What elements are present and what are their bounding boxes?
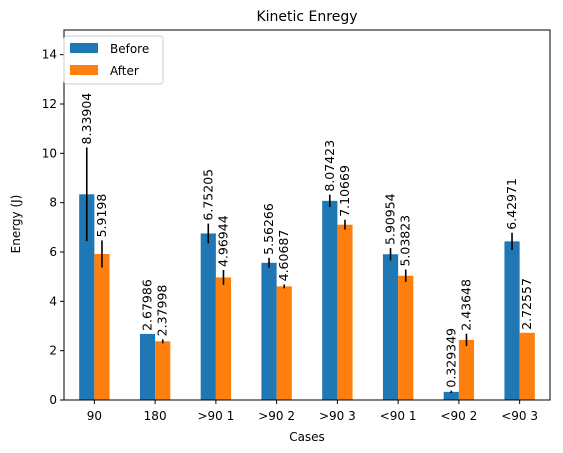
x-tick-label-3: >90 2 xyxy=(258,409,295,423)
x-tick-label-1: 180 xyxy=(144,409,167,423)
bar-before-5 xyxy=(382,254,399,400)
y-tick-label-7: 14 xyxy=(42,48,57,62)
chart-title: Kinetic Enregy xyxy=(256,9,357,25)
y-tick-label-0: 0 xyxy=(49,393,57,407)
bar-before-1 xyxy=(139,333,156,400)
bar-after-4 xyxy=(337,224,353,400)
plot-frame xyxy=(63,29,551,401)
bar-before-6 xyxy=(443,391,459,400)
data-label-before-5: 5.90954 xyxy=(383,193,398,245)
data-label-before-0: 8.33904 xyxy=(79,93,94,145)
data-labels-layer: 8.33904 5.9198 2.67986 2.37998 6.752054.9694… xyxy=(79,93,534,388)
y-tick-label-1: 2 xyxy=(49,344,57,358)
data-label-after-2: 4.96944 xyxy=(215,215,230,267)
data-label-after-6: 2.43648 xyxy=(458,279,473,331)
bar-before-2 xyxy=(200,233,216,400)
legend-label-after: After xyxy=(110,64,139,78)
x-tick-label-5: <90 1 xyxy=(380,409,417,423)
bar-before-0 xyxy=(79,194,95,400)
y-tick-label-3: 6 xyxy=(49,245,57,259)
data-label-before-3: 5.56266 xyxy=(261,203,276,255)
bar-after-2 xyxy=(215,277,232,400)
bars-layer xyxy=(79,147,535,400)
data-label-before-7: 6.42971 xyxy=(504,178,519,230)
bar-after-6 xyxy=(458,339,475,400)
data-label-after-4: 7.10669 xyxy=(337,165,352,217)
data-label-after-5: 5.03823 xyxy=(398,215,413,267)
data-label-before-6: 0.329349 xyxy=(443,328,458,388)
x-tick-label-2: >90 1 xyxy=(197,409,234,423)
legend-label-before: Before xyxy=(110,42,149,56)
bar-before-3 xyxy=(261,262,277,400)
x-tick-label-4: >90 3 xyxy=(319,409,356,423)
data-label-before-1: 2.67986 xyxy=(140,279,155,331)
data-label-after-0: 5.9198 xyxy=(94,194,109,238)
y-tick-label-4: 8 xyxy=(49,196,57,210)
x-tick-label-6: <90 2 xyxy=(440,409,477,423)
bar-after-5 xyxy=(398,275,414,400)
x-axis-label: Cases xyxy=(289,430,325,444)
y-axis-label: Energy (J) xyxy=(9,195,23,254)
legend-swatch-after xyxy=(70,65,98,75)
bar-after-3 xyxy=(276,286,292,400)
y-tick-label-5: 10 xyxy=(42,146,57,160)
legend: Before After xyxy=(63,35,164,85)
data-label-before-2: 6.75205 xyxy=(200,169,215,221)
data-label-before-4: 8.07423 xyxy=(322,140,337,192)
x-tick-label-0: 90 xyxy=(87,409,102,423)
bar-after-1 xyxy=(155,341,171,400)
x-tick-label-7: <90 3 xyxy=(501,409,538,423)
bar-before-7 xyxy=(504,241,520,400)
bar-after-7 xyxy=(519,332,535,400)
axes-layer: 90 180 >90 1 >90 2 >90 3 <90 1 <90 2 <90 3 0 2 4 6 8… xyxy=(42,29,551,423)
data-label-after-1: 2.37998 xyxy=(155,285,170,337)
legend-swatch-before xyxy=(70,43,98,53)
y-tick-label-6: 12 xyxy=(42,97,57,111)
bar-before-4 xyxy=(322,200,338,400)
y-tick-label-2: 4 xyxy=(49,294,57,308)
bar-after-0 xyxy=(94,253,110,400)
data-label-after-7: 2.72557 xyxy=(519,278,534,330)
data-label-after-3: 4.60687 xyxy=(276,230,291,282)
